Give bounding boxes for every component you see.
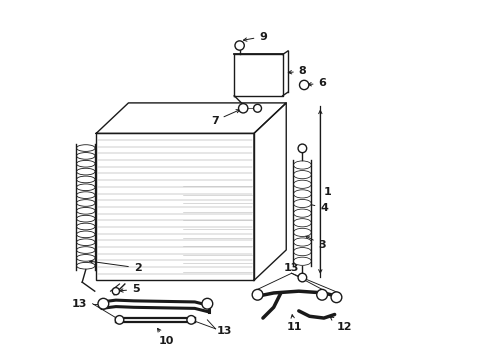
Ellipse shape xyxy=(294,161,311,169)
Ellipse shape xyxy=(76,200,95,206)
Ellipse shape xyxy=(76,168,95,175)
Text: 9: 9 xyxy=(244,32,267,41)
Ellipse shape xyxy=(76,239,95,246)
Circle shape xyxy=(331,292,342,303)
Text: 13: 13 xyxy=(216,325,232,336)
Circle shape xyxy=(299,80,309,90)
Ellipse shape xyxy=(76,247,95,253)
Circle shape xyxy=(187,316,196,324)
Circle shape xyxy=(235,41,245,50)
Circle shape xyxy=(112,288,120,295)
Ellipse shape xyxy=(294,180,311,188)
Ellipse shape xyxy=(294,248,311,256)
Circle shape xyxy=(298,273,307,282)
Text: 7: 7 xyxy=(211,110,240,126)
Ellipse shape xyxy=(294,238,311,246)
Ellipse shape xyxy=(76,145,95,152)
Circle shape xyxy=(254,104,262,112)
Circle shape xyxy=(239,104,248,113)
Ellipse shape xyxy=(294,171,311,179)
Ellipse shape xyxy=(294,209,311,217)
Text: 2: 2 xyxy=(90,260,142,273)
Ellipse shape xyxy=(294,257,311,265)
Text: 1: 1 xyxy=(324,186,332,197)
Ellipse shape xyxy=(76,262,95,269)
Circle shape xyxy=(317,289,327,300)
Ellipse shape xyxy=(294,199,311,208)
Circle shape xyxy=(298,144,307,153)
Circle shape xyxy=(115,316,124,324)
Text: 10: 10 xyxy=(158,328,174,346)
Ellipse shape xyxy=(76,176,95,183)
Ellipse shape xyxy=(76,215,95,222)
Text: 12: 12 xyxy=(330,317,352,332)
Ellipse shape xyxy=(76,192,95,198)
Ellipse shape xyxy=(76,207,95,214)
Ellipse shape xyxy=(76,231,95,238)
Ellipse shape xyxy=(294,228,311,237)
Text: 8: 8 xyxy=(288,66,307,76)
Text: 3: 3 xyxy=(306,236,326,250)
Text: 5: 5 xyxy=(120,284,140,294)
Ellipse shape xyxy=(294,190,311,198)
Text: 4: 4 xyxy=(306,203,328,213)
Ellipse shape xyxy=(76,255,95,261)
Text: 6: 6 xyxy=(308,78,326,88)
Text: 11: 11 xyxy=(286,315,302,332)
Text: 13: 13 xyxy=(72,299,87,309)
Ellipse shape xyxy=(76,153,95,159)
Ellipse shape xyxy=(76,161,95,167)
Ellipse shape xyxy=(76,184,95,190)
Circle shape xyxy=(252,289,263,300)
Bar xyxy=(96,134,254,280)
Circle shape xyxy=(202,298,213,309)
Ellipse shape xyxy=(76,223,95,230)
Circle shape xyxy=(98,298,109,309)
Text: 13: 13 xyxy=(284,263,299,273)
Ellipse shape xyxy=(294,219,311,227)
